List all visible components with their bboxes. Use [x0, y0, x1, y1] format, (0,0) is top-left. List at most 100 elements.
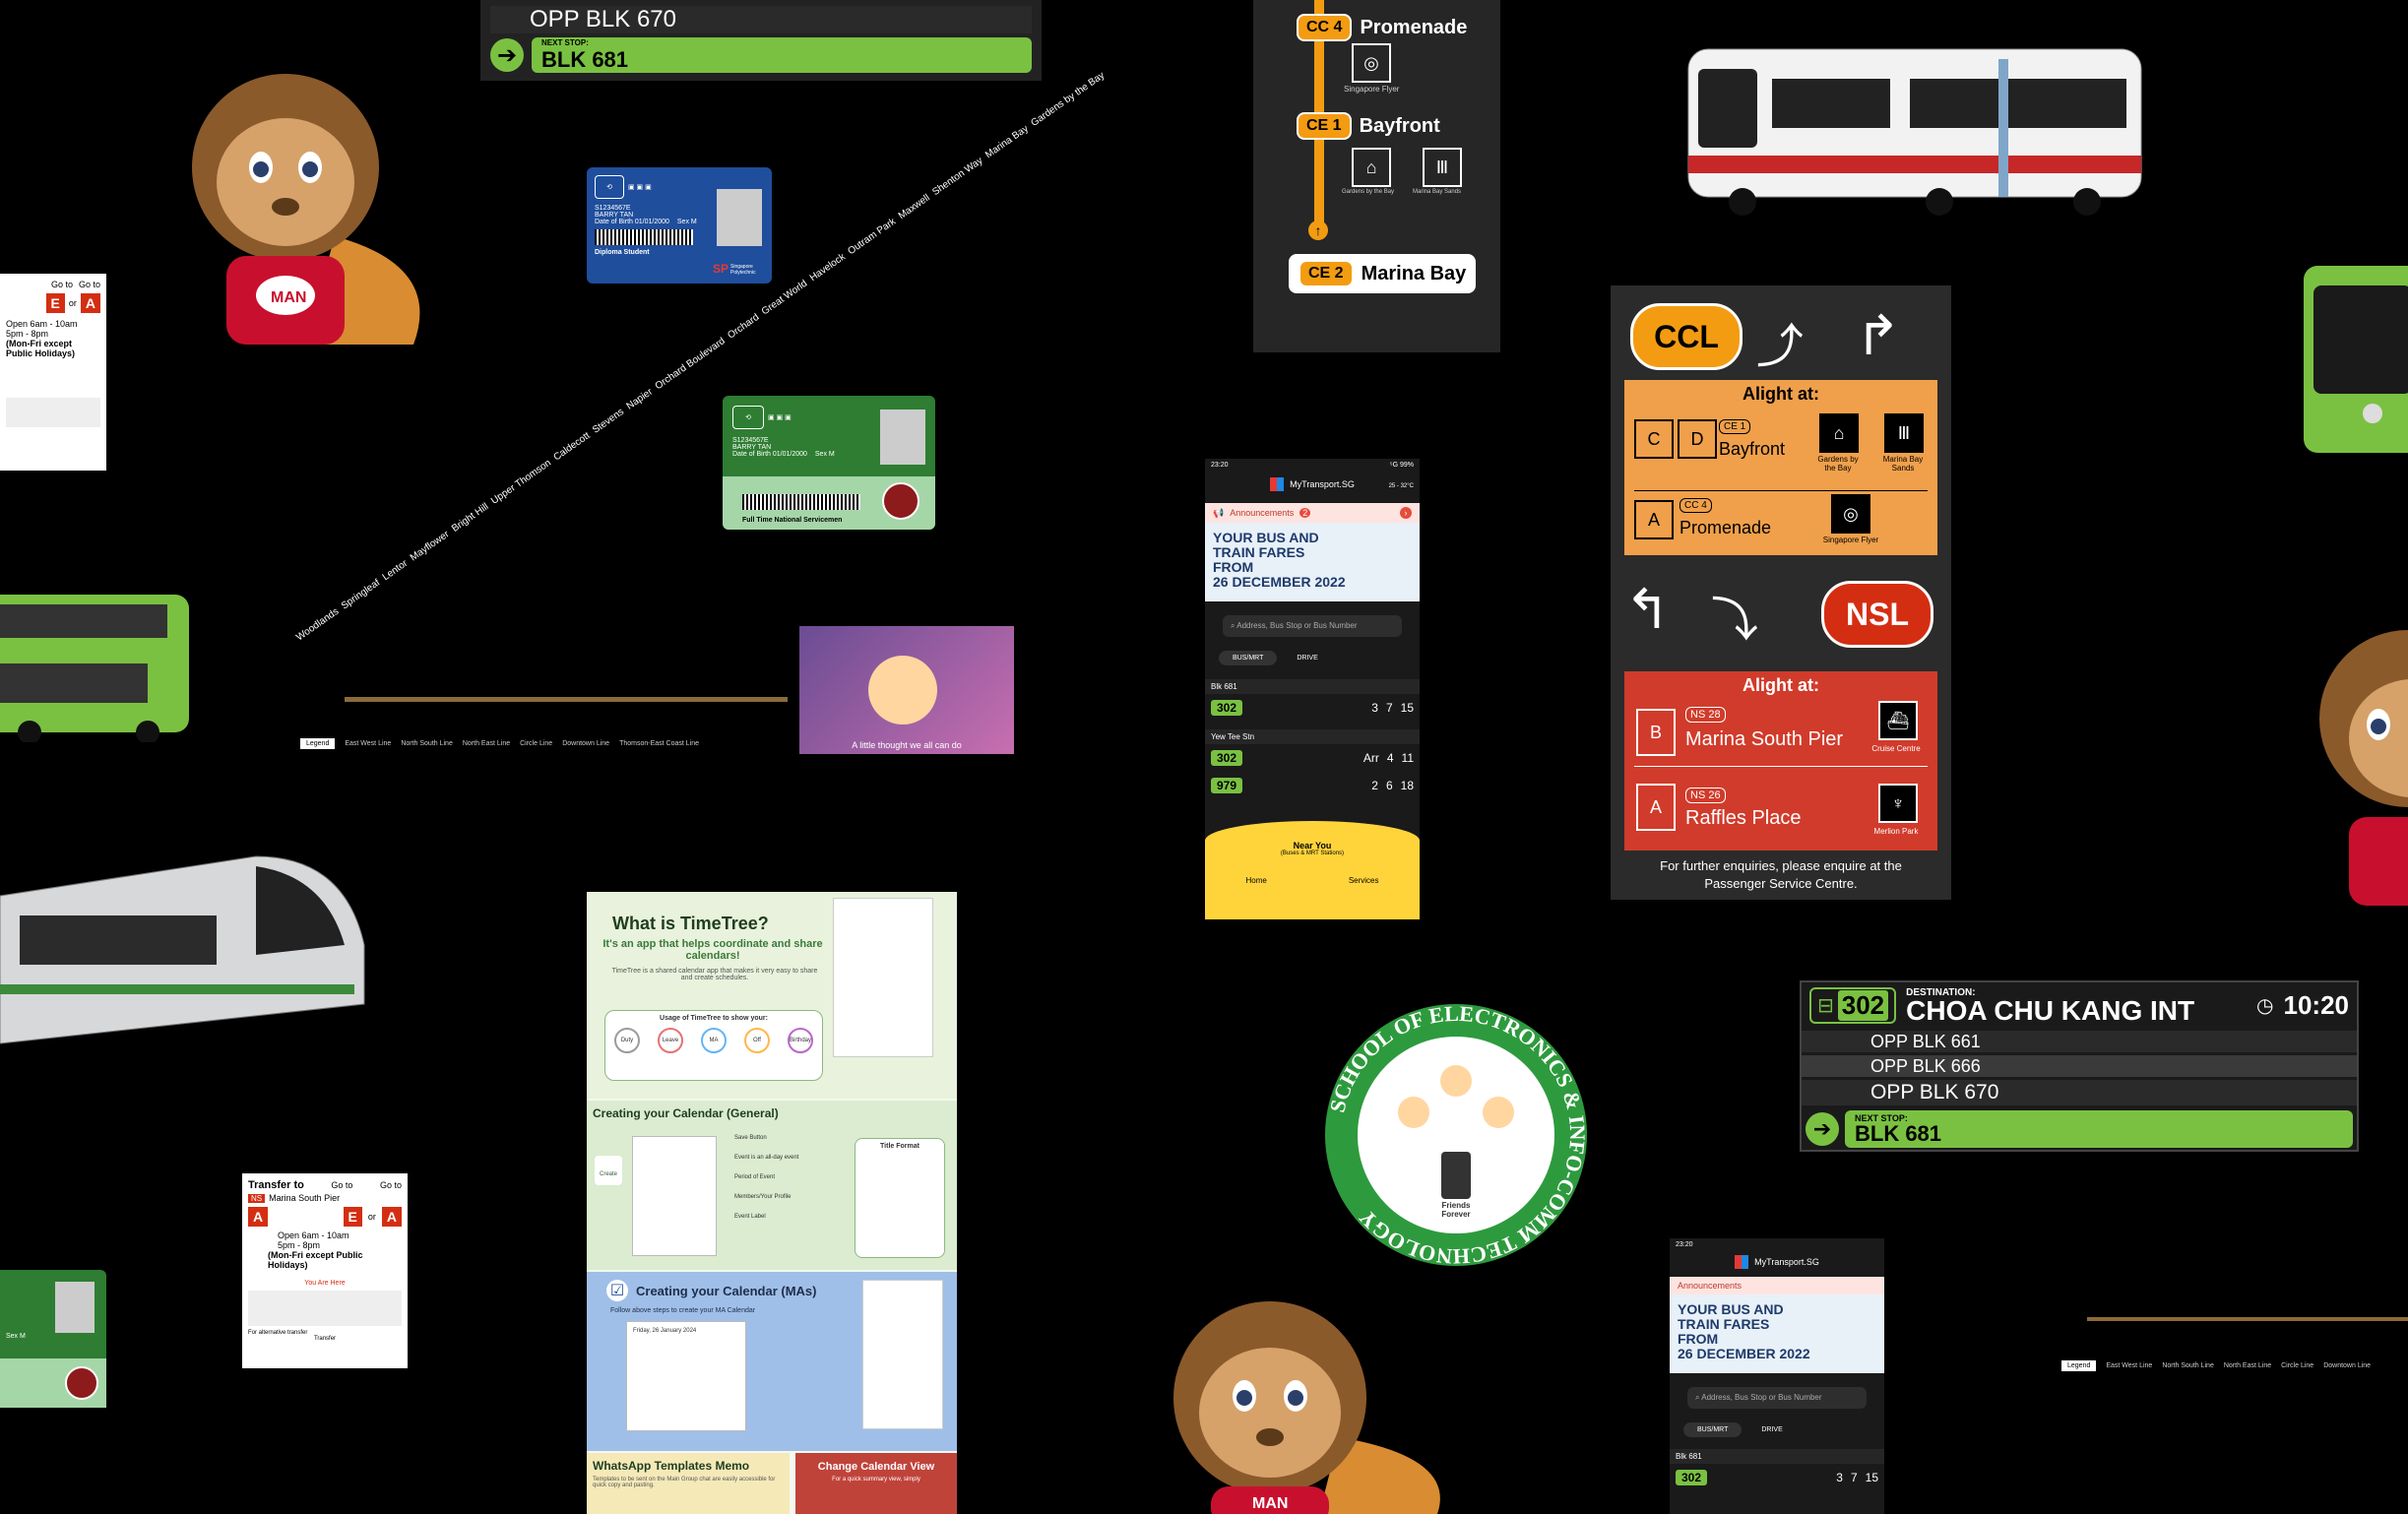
- legend-nsl: North South Line: [401, 740, 453, 747]
- poster-subtitle: It's an app that helps coordinate and sh…: [602, 938, 823, 962]
- legend-title: Legend: [2061, 1360, 2097, 1371]
- bus-number: 979: [1211, 778, 1243, 793]
- mytransport-phone-2: 23:20 MyTransport.SG Announcements YOUR …: [1670, 1238, 1884, 1514]
- station-name: Promenade: [1679, 518, 1772, 537]
- tab-drive[interactable]: DRIVE: [1761, 1426, 1783, 1433]
- title-format-label: Title Format: [880, 1143, 919, 1150]
- near-you-panel[interactable]: Near You (Buses & MRT Stations) Home Ser…: [1205, 821, 1420, 919]
- status-time: 23:20: [1676, 1241, 1693, 1248]
- mytransport-phone: 23:20 ⁵G 99% MyTransport.SG 25 - 32°C 📢 …: [1205, 459, 1420, 919]
- alight-sign: CCL ⤴ ↱ Alight at: C D CE 1 Bayfront ⌂ Ⅲ…: [1611, 285, 1951, 900]
- announcements-bar[interactable]: 📢 Announcements 2 ›: [1205, 503, 1420, 523]
- near-you-sub: (Buses & MRT Stations): [1280, 851, 1345, 856]
- legend-dtl: Downtown Line: [2323, 1362, 2372, 1369]
- callout: Members/Your Profile: [734, 1194, 792, 1200]
- fare-banner[interactable]: YOUR BUS AND TRAIN FARES FROM 26 DECEMBE…: [1670, 1294, 1884, 1373]
- photo-placeholder: [55, 1282, 95, 1333]
- arrival-time: 15: [1400, 701, 1414, 715]
- next-stop-name: BLK 681: [541, 46, 629, 72]
- next-stop-name: BLK 681: [1855, 1121, 1942, 1146]
- mascot-label: MAN: [1252, 1495, 1288, 1512]
- line-map: Woodlands Springleaf Lentor Mayflower Bright…: [294, 70, 1107, 758]
- fare-line: YOUR BUS AND: [1213, 530, 1319, 545]
- tab-bus-mrt[interactable]: BUS/MRT: [1219, 651, 1278, 665]
- usage-off: Off: [744, 1028, 770, 1053]
- legend-title: Legend: [300, 738, 336, 749]
- hours-note: (Mon-Fri except Public Holidays): [268, 1250, 363, 1270]
- next-stop-label: NEXT STOP:: [1855, 1113, 1908, 1123]
- usage-box: Usage of TimeTree to show your: Duty Lea…: [604, 1010, 823, 1081]
- step-text: Follow above steps to create your MA Cal…: [610, 1307, 756, 1314]
- alight-label: Alight at:: [1743, 384, 1819, 404]
- stop-label: OPP BLK 670: [530, 6, 676, 32]
- ferris-wheel-icon: ◎: [1831, 494, 1870, 534]
- poster-section-view: Change Calendar View For a quick summary…: [795, 1453, 957, 1514]
- nav-home[interactable]: Home: [1245, 876, 1267, 885]
- exit-c: C: [1634, 419, 1674, 459]
- video-thumbnail[interactable]: A little thought we all can do: [799, 626, 1014, 754]
- bus-service-row[interactable]: 302 3 7 15: [1670, 1464, 1884, 1491]
- next-stop-label: NEXT STOP:: [541, 37, 589, 47]
- logo-center-text: Friends Forever: [1441, 1201, 1471, 1219]
- clock-icon: ◷: [2256, 994, 2274, 1017]
- lion-mascot-partial: [2319, 630, 2408, 906]
- poi-label: Cruise Centre: [1871, 744, 1921, 753]
- station-name: Marina South Pier: [1685, 728, 1844, 750]
- ns-card: ⟲ ▣ ▣ ▣ S1234567E BARRY TAN Date of Birt…: [723, 396, 935, 530]
- near-you-label: Near You: [1293, 841, 1332, 851]
- goto-label: Go to: [50, 280, 73, 289]
- callout: Event Label: [734, 1214, 766, 1220]
- arrival-time: 3: [1836, 1471, 1843, 1484]
- arrow-up-icon: ↑: [1308, 221, 1328, 240]
- current-station-box: CE 2 Marina Bay: [1289, 254, 1477, 293]
- fare-line: FROM: [1213, 559, 1254, 575]
- tab-drive[interactable]: DRIVE: [1297, 655, 1318, 662]
- legend-nel: North East Line: [462, 740, 511, 747]
- double-decker-bus-image: [0, 595, 189, 742]
- hours-note: (Mon-Fri except Public Holidays): [6, 339, 76, 358]
- search-input[interactable]: ⌕ Address, Bus Stop or Bus Number: [1223, 615, 1402, 637]
- legend: Legend East West Line North South Line N…: [2061, 1360, 2371, 1371]
- search-input[interactable]: ⌕ Address, Bus Stop or Bus Number: [1687, 1387, 1867, 1409]
- poi-label: Merlion Park: [1873, 827, 1919, 836]
- hours-line: Open 6am - 10am: [6, 319, 78, 329]
- bus-board-row: OPP BLK 670: [490, 6, 1032, 33]
- calendar-icon: ☑: [606, 1280, 628, 1301]
- bus-service-row[interactable]: 979 2 6 18: [1205, 772, 1420, 799]
- exit-b: B: [1636, 709, 1676, 756]
- usage-label: Usage of TimeTree to show your:: [660, 1015, 768, 1022]
- card-type: Diploma Student: [595, 249, 650, 256]
- card-dob: Date of Birth 01/01/2000: [595, 219, 669, 225]
- nav-services[interactable]: Services: [1348, 876, 1379, 885]
- escalator-down-icon: ⤵: [1711, 595, 1759, 647]
- section-title: WhatsApp Templates Memo: [593, 1459, 750, 1473]
- barcode: [742, 494, 860, 510]
- bus-service-row[interactable]: 302 Arr 4 11: [1205, 744, 1420, 772]
- bus-stop-header: Yew Tee Stn: [1205, 729, 1420, 744]
- tab-bus-mrt[interactable]: BUS/MRT: [1683, 1422, 1743, 1437]
- bus-service-row[interactable]: 302 3 7 15: [1205, 694, 1420, 722]
- station-code: CE 1: [1719, 419, 1751, 434]
- poster-section-general: Creating your Calendar (General) Create …: [587, 1101, 957, 1270]
- legend-ewl: East West Line: [345, 740, 392, 747]
- announcements-bar[interactable]: Announcements: [1670, 1277, 1884, 1294]
- arrival-time: 2: [1371, 779, 1378, 792]
- mbs-icon: Ⅲ: [1884, 413, 1924, 453]
- green-bus-image: [2304, 266, 2408, 453]
- goto-label: Go to: [78, 280, 100, 289]
- fare-banner[interactable]: YOUR BUS AND TRAIN FARES FROM 26 DECEMBE…: [1205, 523, 1420, 601]
- enquiry-line: For further enquiries, please enquire at…: [1660, 858, 1902, 873]
- arrival-time: 4: [1386, 751, 1394, 765]
- poi-label: Marina Bay Sands: [1882, 455, 1924, 473]
- fare-line: TRAIN FARES: [1678, 1316, 1770, 1332]
- destination-name: CHOA CHU KANG INT: [1906, 994, 2195, 1026]
- poi-label: Singapore Flyer: [1344, 85, 1400, 94]
- transfer-sign-left: Go to Go to E or A Open 6am - 10am 5pm -…: [0, 274, 106, 471]
- title-format-box: Title Format: [855, 1138, 945, 1258]
- bus-info-display: ⊟ 302 DESTINATION: CHOA CHU KANG INT ◷ 1…: [1800, 980, 2359, 1152]
- app-title: MyTransport.SG: [1290, 479, 1355, 489]
- create-button[interactable]: Create: [595, 1156, 622, 1185]
- card-sex: Sex M: [6, 1333, 26, 1340]
- phone-mockup: [862, 1280, 943, 1429]
- megaphone-icon: 📢: [1213, 507, 1225, 518]
